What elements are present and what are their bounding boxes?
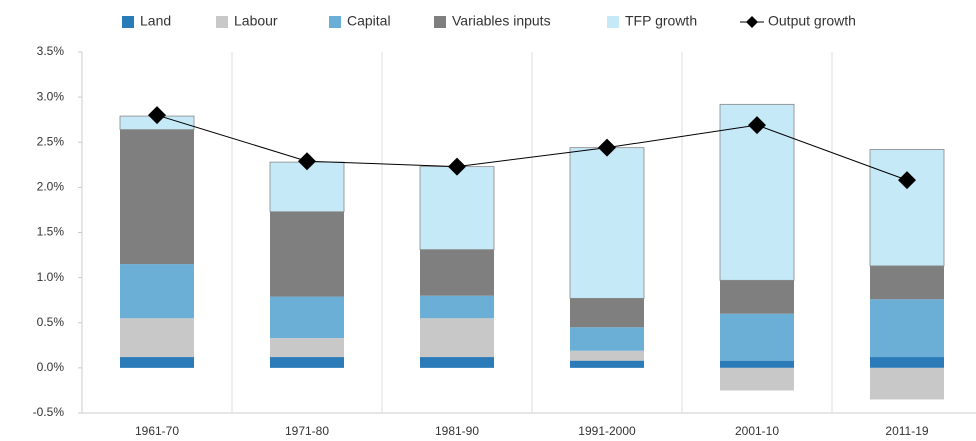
y-tick-label: 3.0% [37, 89, 65, 103]
legend-swatch [122, 16, 134, 28]
marker [898, 171, 916, 190]
bar-segment [120, 357, 194, 368]
bar-segment [120, 129, 194, 265]
bar-segment [270, 211, 344, 297]
bar-segment [870, 299, 944, 358]
x-tick-label: 1961-70 [135, 424, 179, 438]
x-tick-label: 1991-2000 [578, 424, 636, 438]
legend-text: Labour [234, 13, 278, 29]
bar-segment [420, 249, 494, 296]
legend-text: Capital [347, 13, 391, 29]
marker [448, 157, 466, 176]
bar-segment [869, 149, 945, 267]
x-tick-label: 1971-80 [285, 424, 329, 438]
y-tick-label: 1.5% [37, 225, 65, 239]
bar-segment [270, 357, 344, 368]
y-tick-label: 2.0% [37, 180, 65, 194]
bar-segment [419, 166, 495, 251]
marker [298, 152, 316, 171]
legend-swatch [216, 16, 228, 28]
bar-segment [720, 280, 794, 314]
bar-segment [570, 327, 644, 351]
bar-segment [270, 296, 344, 339]
legend-swatch [434, 16, 446, 28]
marker [598, 138, 616, 157]
bar-segment [570, 350, 644, 361]
bar-segment [120, 318, 194, 358]
bar-segment [569, 147, 645, 299]
bar-segment [720, 313, 794, 361]
legend-swatch [329, 16, 341, 28]
bar-segment [270, 338, 344, 358]
legend-text: Variables inputs [452, 13, 551, 29]
y-tick-label: -0.5% [33, 405, 65, 419]
marker [148, 106, 166, 125]
y-tick-label: 0.0% [37, 360, 65, 374]
bar-segment [720, 367, 794, 391]
legend-text: TFP growth [625, 13, 697, 29]
marker [748, 116, 766, 135]
line [156, 114, 908, 181]
bar-segment [870, 367, 944, 400]
x-tick-label: 1981-90 [435, 424, 479, 438]
bar-segment [870, 357, 944, 368]
legend-swatch [746, 16, 758, 28]
legend-text: Land [140, 13, 171, 29]
y-tick-label: 1.0% [37, 270, 65, 284]
bar-segment [420, 357, 494, 368]
x-tick-label: 2011-19 [885, 424, 928, 438]
x-tick-label: 2001-10 [735, 424, 779, 438]
y-tick-label: 2.5% [37, 134, 65, 148]
bar-segment [570, 298, 644, 328]
y-tick-label: 0.5% [37, 315, 65, 329]
legend-text: Output growth [768, 13, 856, 29]
bar-segment [570, 360, 644, 368]
y-tick-label: 3.5% [37, 44, 65, 58]
bar-segment [720, 360, 794, 368]
bar-segment [420, 318, 494, 358]
bar-segment [120, 264, 194, 319]
legend-swatch [607, 16, 619, 28]
bar-segment [870, 265, 944, 300]
bar-segment [420, 295, 494, 319]
